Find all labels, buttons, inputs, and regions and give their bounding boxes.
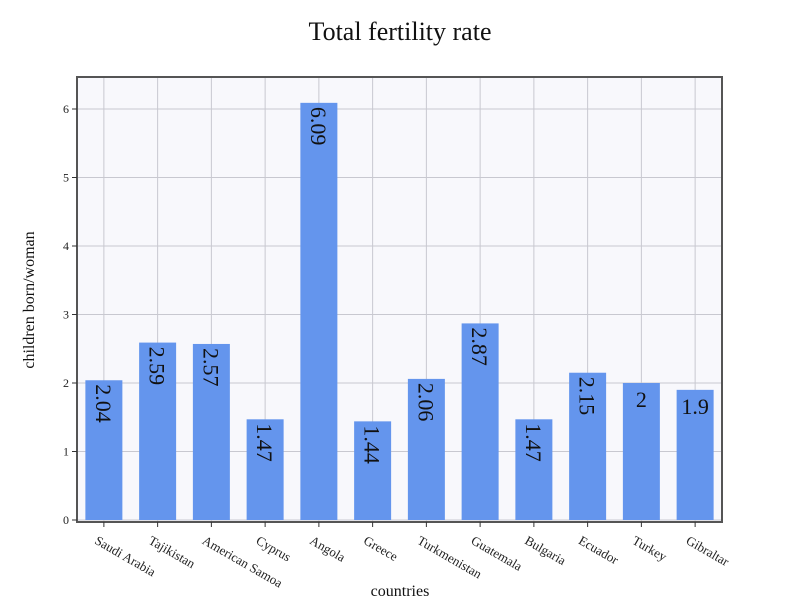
- bars: [85, 102, 714, 521]
- bar: [622, 383, 660, 520]
- x-tick-label: Greece: [361, 533, 401, 565]
- bar: [676, 389, 714, 520]
- y-axis-label: children born/woman: [21, 231, 38, 368]
- x-tick-label: Cyprus: [254, 533, 294, 565]
- data-labels: 2.04 2.59 2.57 1.47 6.09 1.44 2.06 2.87 1.47 2.15…: [91, 107, 709, 464]
- bar: [569, 372, 607, 520]
- bar-data-label: 1.47: [521, 423, 546, 462]
- bar-data-label: 2.57: [198, 348, 223, 387]
- x-tick-label: Ecuador: [576, 533, 622, 568]
- bar-data-label: 2: [636, 387, 647, 412]
- bar: [515, 419, 553, 520]
- bar: [407, 378, 445, 520]
- y-tick-label: 6: [63, 102, 69, 116]
- bar: [85, 380, 123, 520]
- x-tick-label: Gibraltar: [684, 533, 733, 570]
- bar-data-label: 2.15: [575, 377, 600, 416]
- bar-data-label: 2.87: [467, 327, 492, 366]
- bar: [461, 323, 499, 520]
- bar-data-label: 2.04: [91, 384, 116, 423]
- bar-data-label: 6.09: [306, 107, 331, 145]
- plot-area: [77, 77, 722, 522]
- plot-frame: [76, 76, 723, 523]
- x-tick-label: Bulgaria: [522, 533, 568, 568]
- bar-data-label: 2.06: [413, 383, 438, 422]
- y-tick-label: 0: [63, 513, 69, 527]
- bar-data-label: 1.47: [252, 423, 277, 462]
- bar-data-label: 1.9: [681, 394, 709, 419]
- bar: [300, 102, 338, 521]
- bar: [246, 419, 284, 520]
- y-tick-label: 1: [63, 445, 69, 459]
- x-tick-label: Turkey: [630, 533, 670, 565]
- y-axis-ticks: 0 1 2 3 4 5 6: [63, 102, 77, 527]
- chart-title: Total fertility rate: [309, 17, 492, 46]
- bar-data-label: 1.44: [360, 425, 385, 464]
- bar: [354, 421, 392, 520]
- y-tick-label: 2: [63, 376, 69, 390]
- x-tick-label: Angola: [307, 533, 348, 565]
- bar-data-label: 2.59: [145, 347, 170, 386]
- bar: [139, 342, 177, 520]
- x-axis-label: countries: [371, 583, 430, 600]
- bar: [192, 343, 230, 520]
- y-tick-label: 4: [63, 239, 69, 253]
- y-tick-label: 5: [63, 171, 69, 185]
- y-tick-label: 3: [63, 308, 69, 322]
